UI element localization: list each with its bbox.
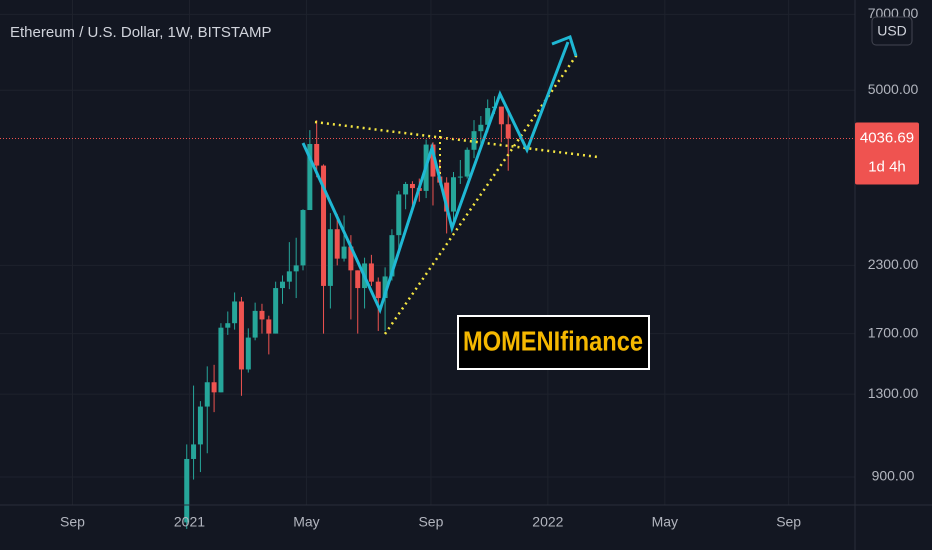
zigzag: [301, 41, 570, 315]
candle-body: [197, 406, 203, 445]
candle-body: [238, 301, 244, 370]
x-tick-label: May: [293, 514, 319, 530]
price-tag: [855, 122, 919, 185]
candle-body: [368, 263, 374, 282]
candle-body: [389, 235, 395, 277]
candle-body: [204, 382, 210, 407]
watermark-box: [457, 315, 650, 370]
candle-body: [382, 276, 388, 299]
candle-body: [348, 246, 354, 271]
x-tick-label: Sep: [60, 514, 85, 530]
candle-body: [307, 143, 313, 211]
x-tick-label: Sep: [776, 514, 801, 530]
candle-body: [485, 108, 491, 125]
chart-title: Ethereum / U.S. Dollar, 1W, BITSTAMP: [10, 24, 271, 41]
candle-body: [457, 176, 463, 178]
grid: [0, 0, 855, 505]
candle-body: [218, 327, 224, 393]
candle-body: [450, 177, 456, 212]
trend-drawings: [301, 35, 599, 335]
candle-body: [259, 310, 265, 320]
candle-body: [498, 106, 504, 125]
x-tick-label: May: [652, 514, 678, 530]
candle-body: [505, 124, 511, 139]
candle-body: [464, 149, 470, 177]
y-tick-label: 5000.00: [868, 81, 919, 97]
candle-body: [300, 210, 306, 266]
x-tick-label: 2022: [532, 514, 563, 530]
candle-body: [355, 270, 361, 289]
candle-body: [232, 301, 238, 324]
y-tick-label: 2300.00: [868, 256, 919, 272]
candle-body: [430, 144, 436, 177]
candle-body: [375, 281, 381, 299]
candle-body: [471, 131, 477, 150]
candle-body: [266, 319, 272, 334]
currency-box: [871, 16, 913, 46]
x-tick-label: Sep: [418, 514, 443, 530]
candle-body: [184, 458, 190, 523]
candle-body: [334, 229, 340, 259]
candle-body: [409, 183, 415, 189]
candle-body: [341, 246, 347, 259]
candle-body: [396, 194, 402, 236]
candle-body: [478, 124, 484, 132]
candle-body: [245, 337, 251, 370]
candle-body: [225, 323, 231, 328]
candle-body: [321, 165, 327, 286]
candle-body: [273, 288, 279, 334]
candle-body: [314, 143, 320, 166]
y-tick-label: 900.00: [872, 468, 915, 484]
candle-body: [279, 281, 285, 289]
candle-body: [293, 265, 299, 272]
candle-body: [191, 444, 197, 459]
candle-body: [327, 229, 333, 286]
countdown: 1d 4h: [868, 158, 906, 175]
y-tick-label: 1300.00: [868, 385, 919, 401]
candle-body: [252, 310, 258, 338]
y-tick-label: 1700.00: [868, 324, 919, 340]
candle-body: [403, 183, 409, 195]
last-price: 4036.69: [860, 129, 914, 146]
candle-body: [286, 271, 292, 282]
arrow-head: [551, 35, 578, 57]
x-tick-label: 2021: [174, 514, 205, 530]
watermark: MOMENIfinance: [463, 325, 643, 356]
currency: USD: [877, 23, 907, 39]
candle-body: [211, 382, 217, 393]
candle-body: [444, 182, 450, 212]
